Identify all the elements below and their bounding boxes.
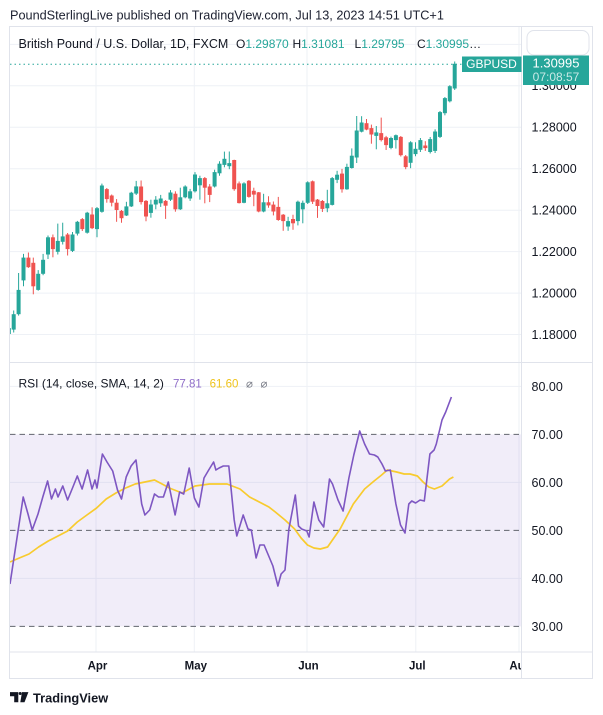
- svg-text:1.28000: 1.28000: [532, 121, 577, 135]
- svg-text:Jun: Jun: [298, 661, 318, 673]
- svg-text:1.24000: 1.24000: [532, 204, 577, 218]
- svg-text:50.00: 50.00: [532, 524, 563, 538]
- svg-text:1.22000: 1.22000: [532, 245, 577, 259]
- svg-text:RSI (14, close, SMA, 14, 2): RSI (14, close, SMA, 14, 2): [19, 376, 164, 390]
- svg-text:07:08:57: 07:08:57: [533, 70, 580, 84]
- svg-text:Apr: Apr: [88, 661, 108, 673]
- svg-text:80.00: 80.00: [532, 380, 563, 394]
- svg-text:40.00: 40.00: [532, 572, 563, 586]
- svg-text:1.30995: 1.30995: [533, 56, 580, 71]
- svg-text:1.26000: 1.26000: [532, 162, 577, 176]
- svg-text:Jul: Jul: [409, 661, 426, 673]
- svg-text:TradingView: TradingView: [33, 691, 108, 706]
- svg-text:PoundSterlingLive published on: PoundSterlingLive published on TradingVi…: [10, 9, 444, 23]
- svg-text:Aug: Aug: [509, 661, 531, 673]
- svg-text:1.18000: 1.18000: [532, 328, 577, 342]
- svg-text:1.20000: 1.20000: [532, 287, 577, 301]
- svg-text:70.00: 70.00: [532, 428, 563, 442]
- svg-text:GBPUSD: GBPUSD: [466, 57, 517, 71]
- svg-text:60.00: 60.00: [532, 476, 563, 490]
- svg-text:British Pound / U.S. Dollar, 1: British Pound / U.S. Dollar, 1D, FXCM: [19, 37, 229, 51]
- svg-text:30.00: 30.00: [532, 620, 563, 634]
- svg-text:May: May: [185, 661, 208, 673]
